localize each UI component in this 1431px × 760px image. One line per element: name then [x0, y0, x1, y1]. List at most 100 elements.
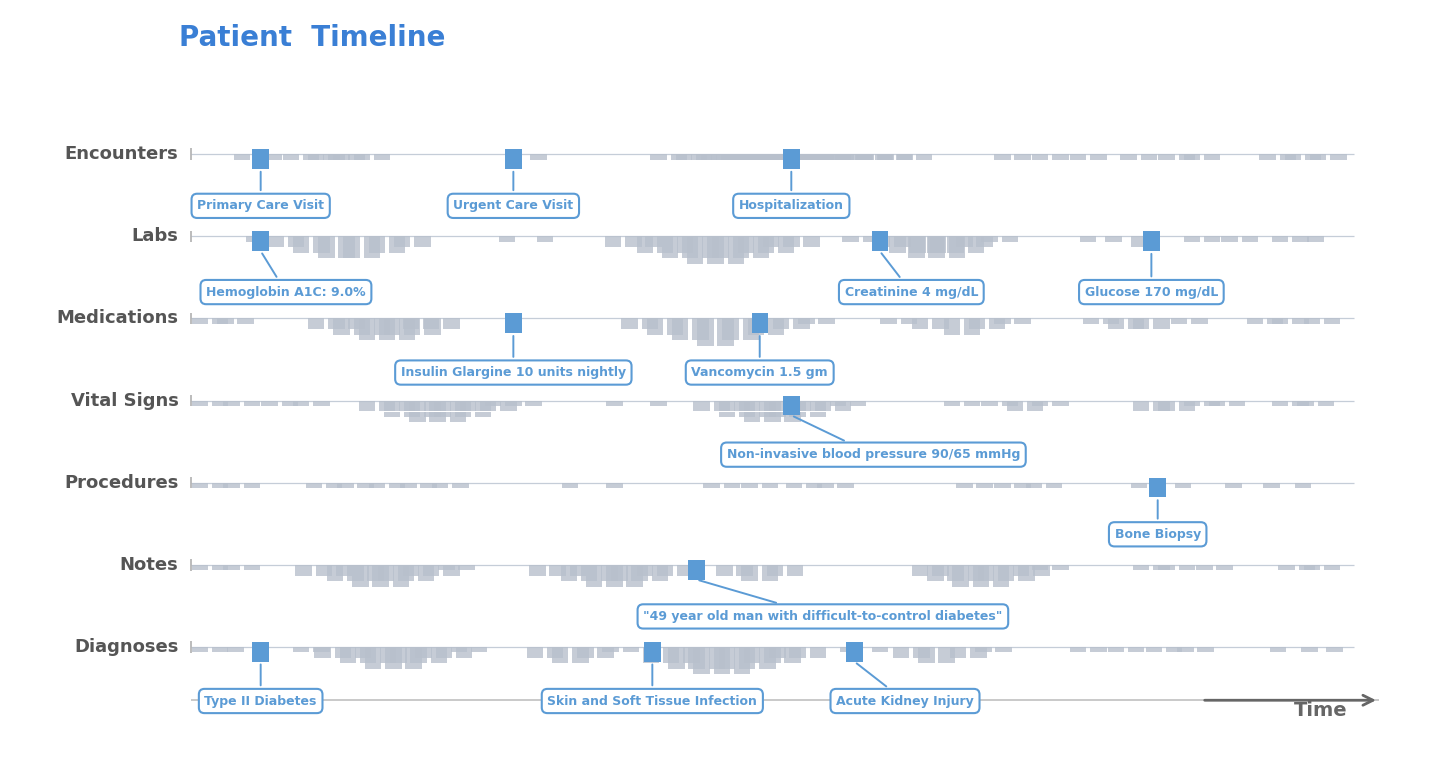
- Bar: [993, 581, 1009, 587]
- Bar: [813, 154, 829, 160]
- Bar: [379, 329, 395, 334]
- Bar: [734, 663, 750, 669]
- Bar: [605, 236, 621, 242]
- Bar: [919, 658, 934, 663]
- Bar: [328, 154, 345, 160]
- Bar: [349, 154, 365, 160]
- Bar: [761, 565, 778, 570]
- Bar: [627, 565, 643, 570]
- Bar: [688, 647, 704, 652]
- Bar: [607, 565, 622, 570]
- Bar: [714, 406, 730, 411]
- Bar: [343, 242, 359, 247]
- Bar: [783, 396, 800, 401]
- Bar: [283, 154, 299, 160]
- Bar: [587, 581, 602, 587]
- Bar: [767, 565, 783, 570]
- Bar: [1229, 401, 1245, 406]
- Bar: [871, 231, 889, 236]
- Bar: [947, 236, 963, 242]
- Bar: [418, 570, 435, 575]
- Bar: [677, 565, 694, 570]
- Bar: [192, 565, 209, 570]
- Bar: [784, 417, 801, 423]
- Bar: [1209, 401, 1225, 406]
- Bar: [212, 318, 229, 324]
- Bar: [392, 570, 409, 575]
- Bar: [863, 236, 879, 242]
- Bar: [499, 406, 517, 411]
- Bar: [687, 253, 704, 258]
- Bar: [268, 242, 283, 247]
- Bar: [295, 565, 312, 570]
- Bar: [631, 565, 648, 570]
- Bar: [697, 335, 714, 340]
- Bar: [399, 401, 415, 406]
- Bar: [757, 154, 773, 160]
- Bar: [956, 242, 973, 247]
- Bar: [432, 483, 448, 488]
- Bar: [651, 570, 668, 575]
- Bar: [192, 483, 209, 488]
- Bar: [707, 253, 724, 258]
- Bar: [880, 318, 897, 324]
- Bar: [693, 329, 708, 334]
- Bar: [1153, 318, 1169, 324]
- Bar: [572, 647, 588, 652]
- Bar: [744, 652, 760, 657]
- Bar: [1222, 236, 1238, 242]
- Bar: [429, 406, 446, 411]
- Bar: [424, 324, 441, 329]
- Bar: [1179, 565, 1195, 570]
- Bar: [338, 253, 355, 258]
- Bar: [398, 570, 414, 575]
- Bar: [418, 576, 435, 581]
- Bar: [333, 329, 349, 334]
- Bar: [1108, 324, 1125, 329]
- Bar: [399, 335, 415, 340]
- Bar: [368, 570, 384, 575]
- Bar: [734, 652, 750, 657]
- Bar: [790, 411, 806, 417]
- Bar: [1301, 647, 1318, 652]
- Bar: [631, 576, 648, 581]
- Bar: [424, 329, 441, 334]
- Bar: [1178, 647, 1193, 652]
- Bar: [529, 565, 545, 570]
- Bar: [1046, 483, 1062, 488]
- Bar: [444, 565, 459, 570]
- Bar: [1308, 236, 1324, 242]
- Bar: [668, 647, 684, 652]
- Bar: [339, 647, 356, 652]
- Bar: [995, 483, 1010, 488]
- Bar: [657, 247, 673, 252]
- Bar: [1225, 483, 1242, 488]
- Bar: [424, 318, 441, 324]
- Bar: [607, 576, 622, 581]
- Bar: [372, 576, 389, 581]
- Bar: [352, 576, 369, 581]
- Bar: [947, 247, 963, 252]
- Bar: [444, 570, 459, 575]
- Bar: [643, 647, 660, 652]
- Bar: [611, 576, 628, 581]
- Bar: [1327, 647, 1342, 652]
- Bar: [389, 247, 405, 252]
- Bar: [703, 236, 718, 242]
- Bar: [1133, 318, 1149, 324]
- Bar: [733, 236, 748, 242]
- Bar: [973, 570, 989, 575]
- Bar: [733, 242, 748, 247]
- Bar: [927, 565, 943, 570]
- Bar: [402, 565, 419, 570]
- Bar: [743, 335, 758, 340]
- Bar: [335, 647, 351, 652]
- Bar: [192, 318, 209, 324]
- Bar: [355, 647, 371, 652]
- Bar: [363, 236, 381, 242]
- Bar: [1196, 565, 1212, 570]
- Bar: [414, 242, 431, 247]
- Bar: [783, 154, 800, 169]
- Bar: [1272, 318, 1288, 324]
- Bar: [723, 335, 738, 340]
